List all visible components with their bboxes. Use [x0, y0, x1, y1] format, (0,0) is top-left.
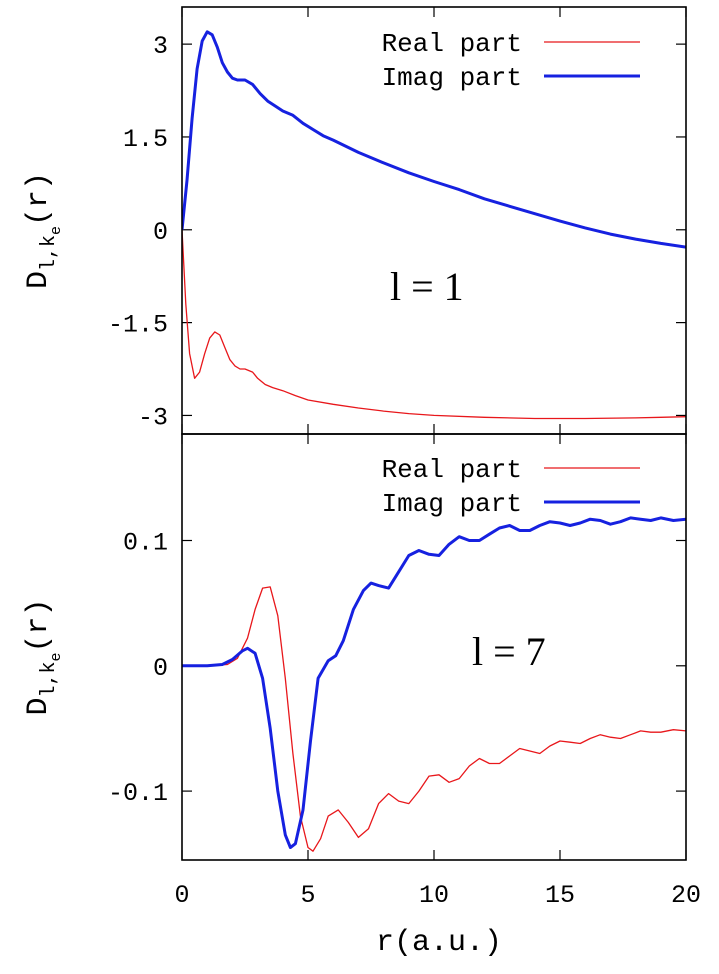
plot-frame — [181, 433, 687, 861]
y-axis-title: Dl,ke(r) — [22, 172, 65, 289]
legend-label: Real part — [382, 455, 522, 485]
y-tick-label: 0 — [153, 654, 168, 683]
y-axis-title-tail: (r) — [22, 172, 56, 226]
annotation-label: l = 1 — [390, 264, 464, 309]
y-axis-title-subsub: e — [48, 226, 65, 235]
legend-label: Imag part — [382, 63, 522, 93]
legend-label: Real part — [382, 29, 522, 59]
x-tick-label: 15 — [545, 881, 575, 910]
series-line-real — [182, 586, 686, 852]
legend-label: Imag part — [382, 489, 522, 519]
y-tick-label: 0 — [153, 218, 168, 247]
y-tick-label: -3 — [138, 403, 168, 432]
annotation-label: l = 7 — [472, 629, 546, 674]
y-axis-title-tail: (r) — [22, 598, 56, 652]
y-axis-title-subsub: e — [48, 652, 65, 661]
x-tick-label: 20 — [671, 881, 701, 910]
y-axis-title-sub: l,k — [38, 662, 61, 698]
y-tick-label: -0.1 — [108, 779, 168, 808]
series-line-real — [182, 229, 686, 420]
bottom-panel: 0.1 0 -0.1 0 5 10 15 20 Real part Imag part l = 7 D… — [22, 433, 701, 960]
y-tick-label: 0.1 — [123, 529, 168, 558]
y-axis-title-sub: l,k — [38, 235, 61, 271]
x-tick-label: 10 — [419, 881, 449, 910]
x-tick-label: 5 — [300, 881, 315, 910]
x-axis-title: r(a.u.) — [376, 926, 502, 960]
y-tick-label: 3 — [153, 32, 168, 61]
y-tick-label: -1.5 — [108, 311, 168, 340]
y-axis-title-main: D — [22, 698, 56, 716]
series-line-imag — [182, 30, 686, 249]
x-tick-label: 0 — [174, 881, 189, 910]
top-panel: 3 1.5 0 -1.5 -3 Real part Imag part l = 1 Dl,ke(… — [22, 6, 687, 435]
y-axis-title-main: D — [22, 271, 56, 289]
y-tick-label: 1.5 — [123, 125, 168, 154]
series-line-imag — [182, 516, 686, 849]
y-axis-title: Dl,ke(r) — [22, 598, 65, 715]
